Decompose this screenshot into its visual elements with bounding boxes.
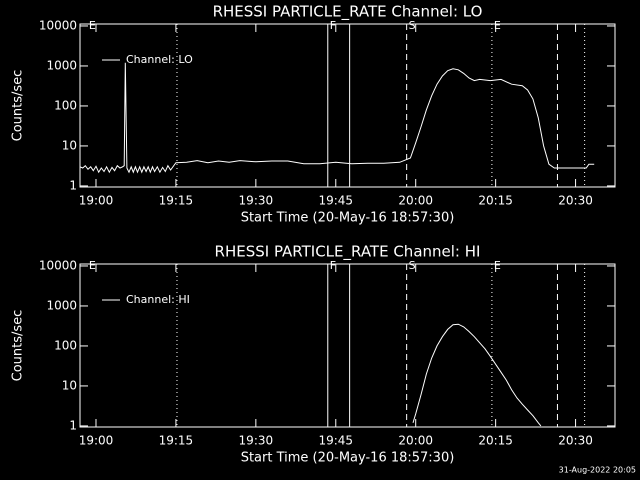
y-tick-label: 10000 xyxy=(39,18,77,32)
legend-label: Channel: HI xyxy=(126,293,190,306)
x-tick-label: 19:00 xyxy=(79,194,114,208)
event-label: F xyxy=(330,19,336,32)
y-tick-label: 1000 xyxy=(46,58,77,72)
y-tick-label: 10 xyxy=(62,138,77,152)
event-label: S xyxy=(409,19,416,32)
x-tick-label: 19:15 xyxy=(159,194,194,208)
chart-title: RHESSI PARTICLE_RATE Channel: LO xyxy=(213,3,483,22)
y-tick-label: 100 xyxy=(54,98,77,112)
x-tick-label: 19:45 xyxy=(318,194,353,208)
x-tick-label: 20:00 xyxy=(398,194,433,208)
y-axis-label: Counts/sec xyxy=(11,310,26,382)
y-tick-label: 1000 xyxy=(46,298,77,312)
event-label: E xyxy=(89,19,96,32)
x-axis-label: Start Time (20-May-16 18:57:30) xyxy=(241,451,455,466)
data-line xyxy=(79,62,595,174)
x-tick-label: 20:30 xyxy=(558,194,593,208)
x-tick-label: 19:15 xyxy=(159,434,194,448)
x-tick-label: 19:00 xyxy=(79,434,114,448)
legend-label: Channel: LO xyxy=(126,53,193,66)
x-tick-label: 20:15 xyxy=(478,434,513,448)
event-label: F xyxy=(330,259,336,272)
event-label: S xyxy=(409,259,416,272)
y-tick-label: 10000 xyxy=(39,258,77,272)
event-label: E xyxy=(89,259,96,272)
x-tick-label: 20:15 xyxy=(478,194,513,208)
y-tick-label: 1 xyxy=(69,418,77,432)
footer: 31-Aug-2022 20:05 xyxy=(559,466,636,475)
data-line xyxy=(412,323,542,427)
event-label: E xyxy=(494,19,501,32)
x-tick-label: 19:45 xyxy=(318,434,353,448)
y-tick-label: 1 xyxy=(69,178,77,192)
y-tick-label: 100 xyxy=(54,338,77,352)
x-axis-label: Start Time (20-May-16 18:57:30) xyxy=(241,211,455,226)
x-tick-label: 19:30 xyxy=(239,434,274,448)
event-label: E xyxy=(494,259,501,272)
y-axis-label: Counts/sec xyxy=(11,70,26,142)
x-tick-label: 19:30 xyxy=(239,194,274,208)
x-tick-label: 20:00 xyxy=(398,434,433,448)
x-tick-label: 20:30 xyxy=(558,434,593,448)
chart-title: RHESSI PARTICLE_RATE Channel: HI xyxy=(215,243,481,262)
y-tick-label: 10 xyxy=(62,378,77,392)
